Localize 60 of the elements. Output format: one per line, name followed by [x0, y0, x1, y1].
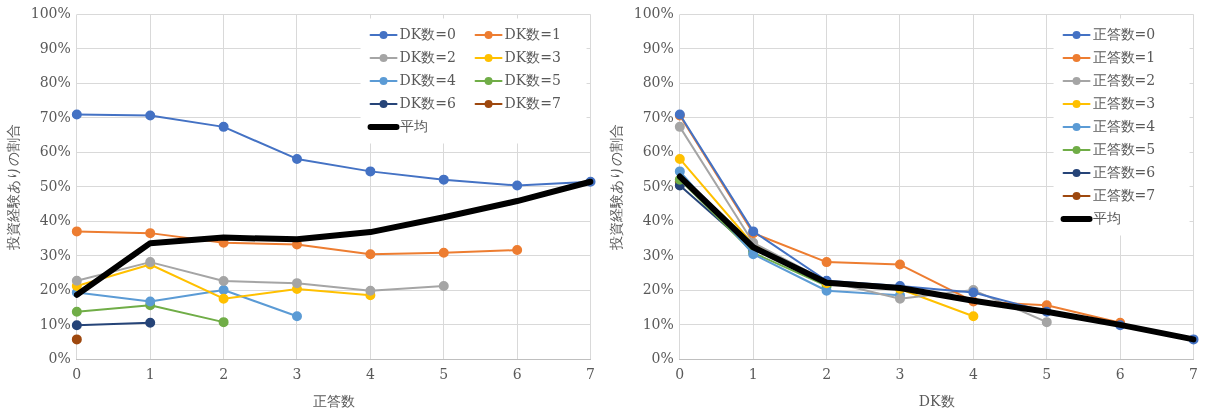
x-tick-label: 4 — [968, 366, 978, 383]
y-tick-label: 40% — [642, 212, 674, 229]
y-tick-label: 50% — [642, 177, 674, 194]
legend-label: DK数=1 — [504, 25, 561, 42]
legend-label: 正答数=1 — [1092, 48, 1156, 65]
y-tick-label: 60% — [39, 143, 71, 160]
x-tick-label: 6 — [512, 366, 522, 383]
x-tick-label: 0 — [675, 366, 685, 383]
y-tick-label: 80% — [642, 74, 674, 91]
legend-label: 平均 — [399, 117, 428, 134]
x-tick-label: 6 — [1115, 366, 1125, 383]
legend-label: 正答数=7 — [1092, 186, 1156, 203]
x-tick-label: 5 — [1042, 366, 1052, 383]
legend-label: 正答数=6 — [1092, 163, 1156, 180]
y-tick-label: 90% — [642, 39, 674, 56]
y-tick-label: 70% — [642, 108, 674, 125]
y-tick-label: 30% — [39, 246, 71, 263]
y-tick-label: 10% — [642, 315, 674, 332]
x-tick-label: 7 — [1189, 366, 1199, 383]
y-tick-label: 100% — [633, 5, 674, 22]
x-axis-title: DK数 — [918, 393, 955, 410]
x-tick-label: 3 — [292, 366, 302, 383]
legend-label: 正答数=4 — [1092, 117, 1156, 134]
legend-label: DK数=4 — [399, 71, 456, 88]
y-tick-label: 70% — [39, 108, 71, 125]
legend-label: DK数=2 — [399, 48, 456, 65]
x-tick-label: 1 — [748, 366, 758, 383]
y-tick-label: 50% — [39, 177, 71, 194]
y-tick-label: 0% — [48, 350, 71, 367]
legend-label: 正答数=0 — [1092, 25, 1156, 42]
y-tick-label: 90% — [39, 39, 71, 56]
legend-label: DK数=6 — [399, 94, 456, 111]
y-tick-label: 20% — [39, 281, 71, 298]
y-tick-label: 30% — [642, 246, 674, 263]
legend-label: DK数=7 — [504, 94, 561, 111]
y-tick-label: 40% — [39, 212, 71, 229]
y-tick-label: 60% — [642, 143, 674, 160]
y-tick-label: 0% — [651, 350, 674, 367]
legend-label: DK数=5 — [504, 71, 561, 88]
legend-label: 正答数=3 — [1092, 94, 1156, 111]
legend-label: DK数=3 — [504, 48, 561, 65]
x-tick-label: 7 — [586, 366, 596, 383]
x-tick-label: 2 — [219, 366, 229, 383]
legend-label: DK数=0 — [399, 25, 456, 42]
y-axis-title: 投資経験ありの割合 — [5, 123, 22, 251]
legend-label: 平均 — [1092, 209, 1121, 226]
y-tick-label: 20% — [642, 281, 674, 298]
legend-label: 正答数=5 — [1092, 140, 1156, 157]
y-tick-label: 100% — [30, 5, 71, 22]
x-tick-label: 1 — [145, 366, 155, 383]
x-tick-label: 2 — [822, 366, 832, 383]
y-tick-label: 80% — [39, 74, 71, 91]
x-tick-label: 5 — [439, 366, 449, 383]
legend-label: 正答数=2 — [1092, 71, 1156, 88]
x-axis-title: 正答数 — [312, 393, 355, 410]
x-tick-label: 4 — [365, 366, 375, 383]
y-tick-label: 10% — [39, 315, 71, 332]
x-tick-label: 3 — [895, 366, 905, 383]
y-axis-title: 投資経験ありの割合 — [608, 123, 625, 251]
x-tick-label: 0 — [72, 366, 82, 383]
